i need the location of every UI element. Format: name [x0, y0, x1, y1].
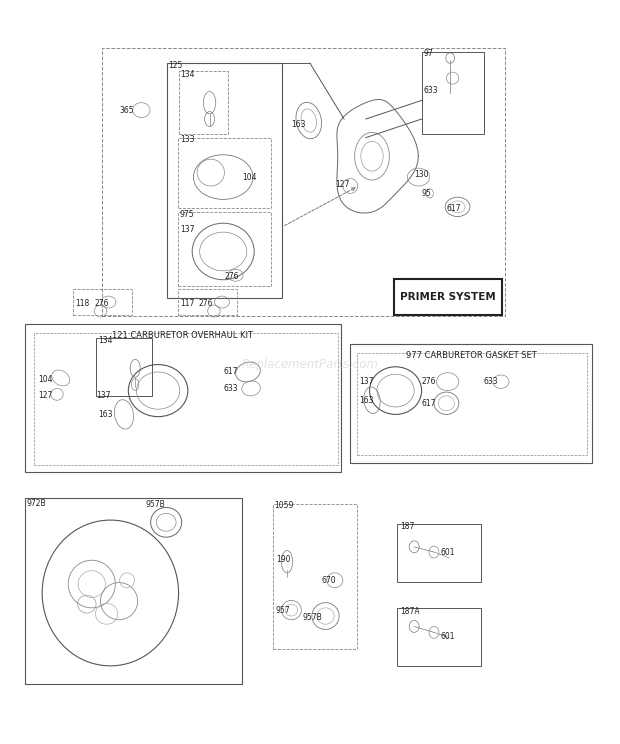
Text: 276: 276 [198, 299, 213, 308]
Text: 163: 163 [98, 410, 112, 419]
Text: 633: 633 [484, 377, 498, 386]
Bar [178, 212, 271, 286]
Bar [25, 498, 242, 684]
Text: 601: 601 [440, 632, 454, 641]
Text: 975: 975 [180, 210, 195, 219]
Text: 134: 134 [98, 336, 112, 344]
Bar [356, 353, 587, 455]
Text: 617: 617 [422, 399, 436, 408]
Text: 633: 633 [423, 86, 438, 95]
Bar [73, 289, 132, 315]
Bar [102, 48, 505, 316]
Text: 957B: 957B [146, 500, 166, 509]
Text: 95: 95 [422, 189, 432, 198]
Text: 133: 133 [180, 135, 194, 144]
Text: 137: 137 [180, 225, 194, 234]
Bar [422, 52, 484, 134]
Bar [178, 289, 237, 315]
Text: 127: 127 [38, 391, 53, 400]
Text: 104: 104 [38, 375, 53, 384]
Bar [25, 324, 341, 472]
Text: 137: 137 [360, 377, 374, 386]
Text: 104: 104 [242, 173, 256, 182]
Text: 670: 670 [321, 576, 336, 585]
Bar [167, 63, 282, 298]
Bar [179, 71, 228, 134]
Text: 957: 957 [276, 606, 291, 615]
Bar [397, 524, 480, 582]
Text: 977 CARBURETOR GASKET SET: 977 CARBURETOR GASKET SET [406, 351, 536, 360]
Text: 617: 617 [223, 368, 237, 376]
Text: 957B: 957B [303, 613, 322, 622]
Text: 190: 190 [276, 555, 290, 564]
Text: 137: 137 [96, 391, 110, 400]
Bar [96, 338, 152, 396]
Text: 187: 187 [400, 522, 414, 531]
Text: 276: 276 [422, 377, 436, 386]
Text: 121 CARBURETOR OVERHAUL KIT: 121 CARBURETOR OVERHAUL KIT [112, 331, 254, 340]
Text: 127: 127 [335, 180, 349, 189]
Text: 163: 163 [360, 396, 374, 405]
Text: 617: 617 [446, 204, 461, 213]
Text: 134: 134 [180, 70, 194, 79]
Text: 130: 130 [414, 170, 428, 179]
Text: 972B: 972B [27, 499, 46, 508]
Text: ReplacementParts.com: ReplacementParts.com [242, 358, 378, 371]
Text: 118: 118 [76, 299, 90, 308]
Text: 163: 163 [291, 121, 306, 129]
Text: 1059: 1059 [275, 501, 294, 510]
Bar [178, 138, 271, 208]
Text: 601: 601 [440, 548, 454, 557]
Text: 187A: 187A [400, 607, 420, 616]
Text: 97: 97 [423, 49, 433, 58]
Bar [273, 504, 356, 649]
Text: 276: 276 [94, 299, 108, 308]
Bar [394, 279, 502, 315]
Text: 365: 365 [120, 106, 135, 115]
Text: 633: 633 [223, 384, 238, 393]
Bar [34, 333, 338, 465]
Bar [397, 608, 480, 666]
Bar [350, 344, 592, 463]
Text: 117: 117 [180, 299, 194, 308]
Text: PRIMER SYSTEM: PRIMER SYSTEM [400, 292, 496, 302]
Text: 276: 276 [224, 272, 239, 281]
Text: 125: 125 [169, 61, 183, 70]
